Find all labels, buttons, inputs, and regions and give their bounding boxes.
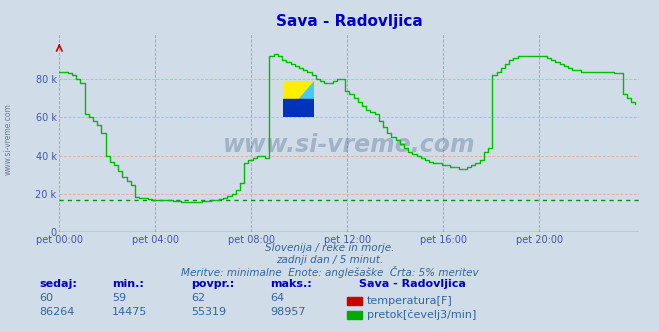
Polygon shape xyxy=(283,99,314,117)
Text: www.si-vreme.com: www.si-vreme.com xyxy=(4,104,13,175)
Text: povpr.:: povpr.: xyxy=(191,279,235,289)
Text: Sava - Radovljica: Sava - Radovljica xyxy=(359,279,466,289)
Text: 86264: 86264 xyxy=(40,307,75,317)
Text: zadnji dan / 5 minut.: zadnji dan / 5 minut. xyxy=(276,255,383,265)
Text: maks.:: maks.: xyxy=(270,279,312,289)
Text: Slovenija / reke in morje.: Slovenija / reke in morje. xyxy=(265,243,394,253)
Text: www.si-vreme.com: www.si-vreme.com xyxy=(223,133,476,157)
Text: min.:: min.: xyxy=(112,279,144,289)
Text: 98957: 98957 xyxy=(270,307,306,317)
Text: sedaj:: sedaj: xyxy=(40,279,77,289)
Text: 55319: 55319 xyxy=(191,307,226,317)
Text: temperatura[F]: temperatura[F] xyxy=(367,296,453,306)
Text: Meritve: minimalne  Enote: anglešaške  Črta: 5% meritev: Meritve: minimalne Enote: anglešaške Črt… xyxy=(181,266,478,278)
Text: 59: 59 xyxy=(112,293,126,303)
Text: 14475: 14475 xyxy=(112,307,148,317)
Title: Sava - Radovljica: Sava - Radovljica xyxy=(276,14,422,29)
Text: 60: 60 xyxy=(40,293,53,303)
Text: 64: 64 xyxy=(270,293,284,303)
Text: 62: 62 xyxy=(191,293,205,303)
Text: pretok[čevelj3/min]: pretok[čevelj3/min] xyxy=(367,310,476,320)
Polygon shape xyxy=(283,81,314,117)
Polygon shape xyxy=(283,81,314,117)
